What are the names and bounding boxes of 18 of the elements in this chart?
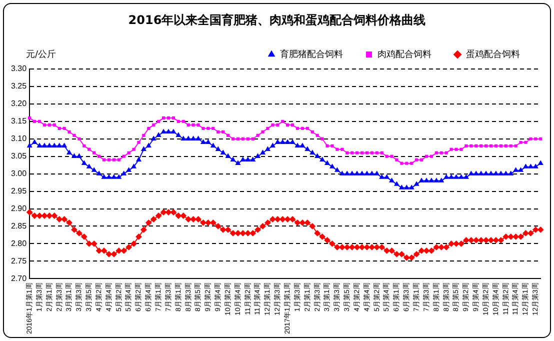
y-tick-label: 3.10 [10,134,28,144]
legend-label: 蛋鸡配合饲料 [466,48,520,59]
y-tick-label: 2.80 [10,238,28,248]
y-tick-label: 2.70 [10,274,28,283]
y-tick-label: 3.00 [10,169,28,178]
y-tick-label: 2.75 [10,256,28,266]
y-tick-label: 3.20 [10,99,28,108]
legend-label: 育肥猪配合饲料 [280,48,343,59]
y-tick-label: 3.30 [10,64,28,74]
y-axis-title: 元/公斤 [26,48,56,61]
chart-title: 2016年以来全国育肥猪、肉鸡和蛋鸡配合饲料价格曲线 [127,12,427,29]
y-tick-label: 2.85 [10,221,28,230]
y-tick-label: 3.15 [10,116,28,126]
y-tick-label: 3.25 [10,82,28,91]
y-tick-label: 2.95 [10,186,28,196]
legend-label: 肉鸡配合饲料 [378,48,432,59]
y-tick-label: 3.05 [10,152,28,161]
y-tick-label: 2.90 [10,204,28,213]
